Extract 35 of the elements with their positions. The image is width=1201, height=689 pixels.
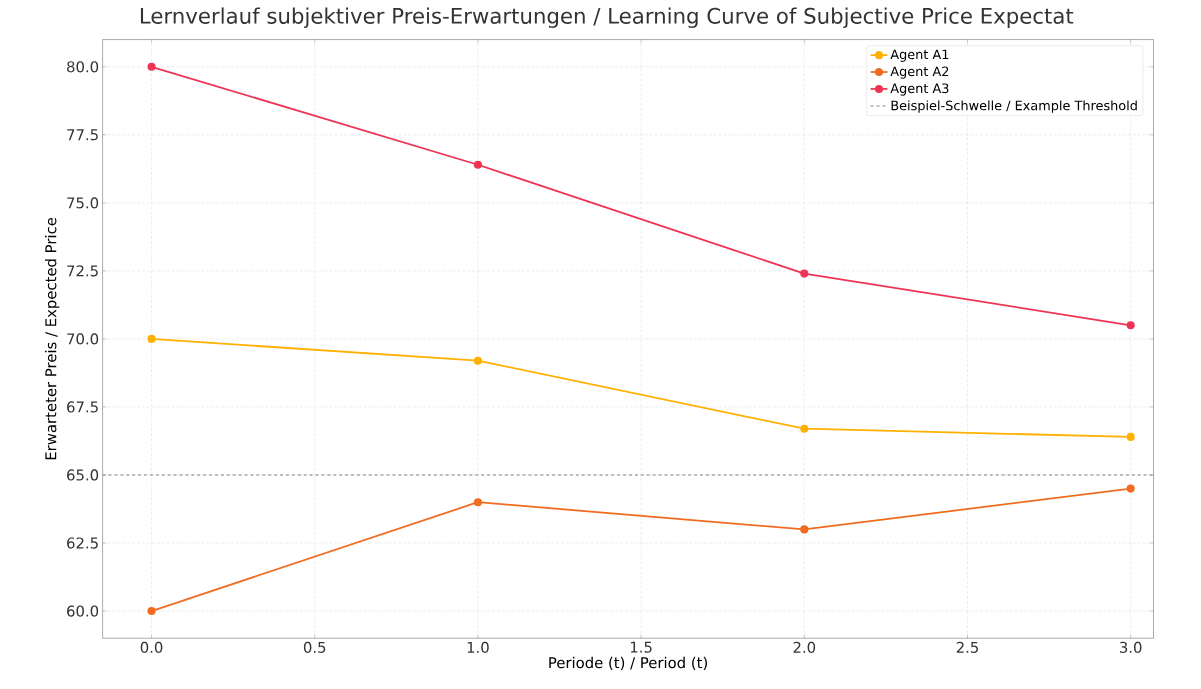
point (800, 525, 809, 534)
point (473, 356, 482, 365)
x-tick-label: 0.0 (140, 641, 163, 654)
x-tick-label: 2.5 (956, 641, 978, 654)
y-tick-label: 60.0 (67, 605, 99, 617)
point (800, 269, 809, 278)
legend-label: Agent A1 (890, 49, 949, 62)
x-tick-label: 0.5 (303, 641, 326, 654)
legend-label: Agent A2 (890, 66, 949, 79)
x-tick-label: 2.0 (793, 641, 816, 654)
y-tick-label: 75.0 (67, 197, 99, 209)
x-tick-label: 1.0 (467, 641, 489, 654)
point (147, 335, 156, 344)
y-tick-label: 72.5 (67, 265, 98, 277)
point (800, 424, 809, 433)
point (147, 607, 156, 616)
point (1126, 484, 1135, 493)
y-tick-label: 70.0 (67, 333, 99, 345)
point (1126, 432, 1135, 442)
y-tick-label: 67.5 (67, 401, 98, 413)
y-tick-label: 65.0 (67, 469, 99, 481)
point (473, 160, 482, 169)
y-tick-label: 80.0 (67, 61, 99, 73)
legend-label: Beispiel-Schwelle / Example Threshold (891, 100, 1137, 113)
y-tick-label: 62.5 (67, 537, 98, 549)
x-tick-label: 3.0 (1119, 641, 1142, 654)
x-tick-label: 1.5 (630, 641, 652, 653)
y-axis-title: Erwarteter Preis / Expected Price (44, 218, 60, 460)
point (147, 62, 156, 71)
legend-label: Agent A3 (890, 83, 949, 96)
point (473, 498, 482, 507)
chart-title: Lernverlauf subjektiver Preis-Erwartungen / Learning Curve of Subjective Price Expectat (140, 7, 1074, 29)
y-tick-label: 77.5 (67, 129, 98, 141)
point (1126, 321, 1135, 330)
x-axis-title: Periode (t) / Period (t) (549, 656, 707, 671)
